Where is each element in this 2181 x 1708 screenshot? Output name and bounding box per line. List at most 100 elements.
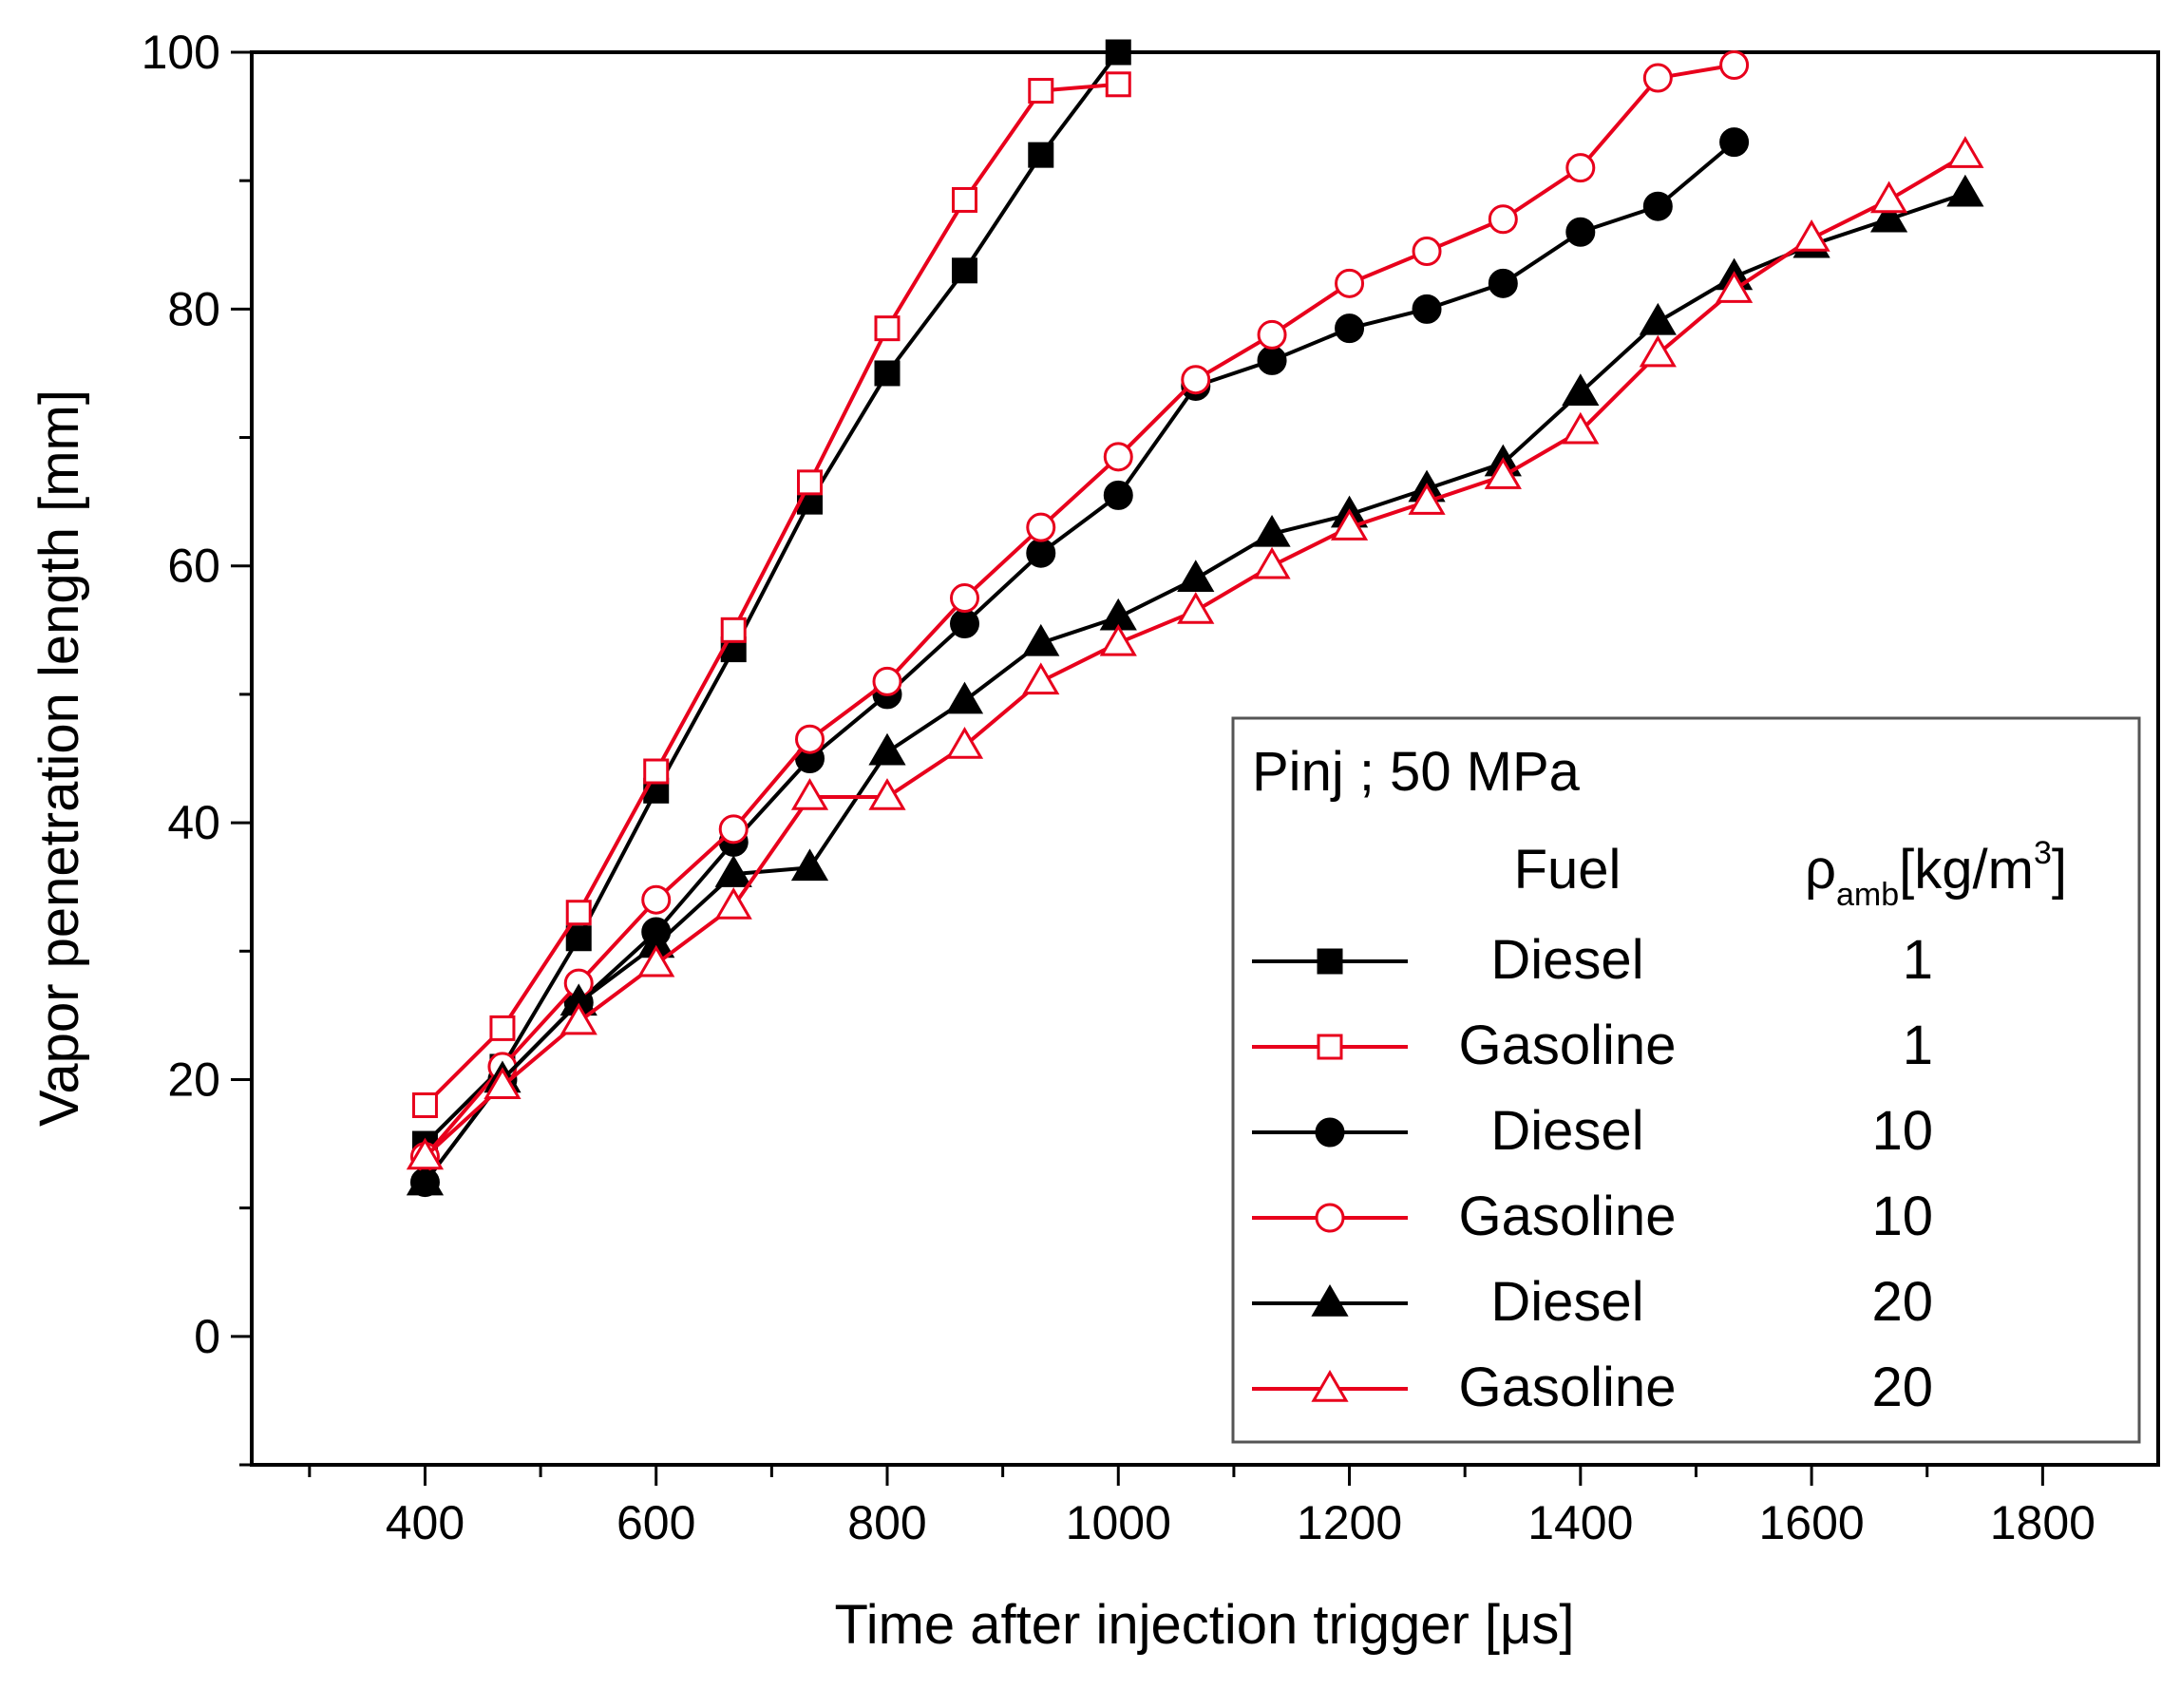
data-point	[1715, 271, 1754, 303]
data-point	[641, 884, 672, 915]
x-tick-label: 1800	[1990, 1496, 2096, 1549]
data-point	[1026, 538, 1056, 568]
data-point	[790, 848, 829, 882]
legend-rho-label: 10	[1871, 1186, 1933, 1247]
legend-header-unit-close: ]	[2052, 839, 2067, 901]
data-point	[1103, 442, 1133, 472]
x-tick-label: 1000	[1066, 1496, 1171, 1549]
data-point	[1412, 294, 1442, 324]
x-tick-label: 800	[847, 1496, 926, 1549]
data-point	[1257, 345, 1287, 375]
legend-rho-label: 20	[1871, 1357, 1933, 1418]
y-axis-title: Vapor penetration length [mm]	[28, 389, 90, 1127]
legend-marker	[1317, 948, 1343, 975]
series-line	[424, 50, 1120, 1146]
data-point	[489, 1015, 516, 1041]
y-tick-label: 40	[167, 796, 220, 849]
data-point	[1946, 174, 1984, 207]
data-point	[637, 944, 675, 977]
legend-rho-label: 20	[1871, 1271, 1933, 1333]
data-point	[1565, 153, 1596, 183]
legend-fuel-label: Diesel	[1490, 1271, 1643, 1333]
legend-title: Pinj ; 50 MPa	[1252, 741, 1581, 803]
legend-rho-label: 10	[1871, 1100, 1933, 1162]
y-tick-label: 80	[167, 282, 220, 335]
legend-header-unit: [kg/m	[1899, 839, 2034, 901]
data-point	[945, 681, 984, 714]
data-point	[1022, 662, 1060, 695]
legend-row: Gasoline 10	[1252, 1186, 1933, 1247]
data-point	[1253, 546, 1291, 579]
data-point	[720, 617, 747, 643]
data-point	[1028, 142, 1054, 168]
data-point	[1639, 302, 1677, 335]
x-tick-label: 1600	[1758, 1496, 1864, 1549]
data-point	[1103, 480, 1133, 510]
data-point	[411, 1091, 438, 1118]
data-point	[945, 726, 984, 759]
data-point	[406, 1137, 445, 1170]
data-point	[1022, 623, 1060, 656]
data-point	[1488, 204, 1518, 235]
data-point	[1719, 127, 1750, 158]
data-point	[1099, 623, 1137, 656]
legend-header-rho-sub: amb	[1836, 877, 1899, 913]
legend-row: Diesel 10	[1252, 1100, 1933, 1162]
legend-fuel-label: Gasoline	[1459, 1015, 1677, 1076]
data-point	[797, 469, 824, 496]
data-point	[1408, 483, 1446, 515]
data-point	[1488, 268, 1518, 298]
data-point	[949, 609, 979, 639]
data-point	[1869, 180, 1908, 214]
legend-row: Gasoline 20	[1252, 1357, 1933, 1418]
series-line	[423, 141, 1735, 1184]
data-point	[1565, 217, 1596, 247]
legend-row: Gasoline 1	[1252, 1015, 1933, 1076]
y-axis-ticks: 100 80 60 40 20 0	[142, 26, 252, 1467]
data-point	[1412, 237, 1442, 267]
data-point	[868, 778, 906, 810]
data-point	[1639, 334, 1677, 368]
x-axis-ticks: 400 600 800 1000 1200 1400 1600 1800	[308, 1465, 2096, 1549]
y-tick-label: 100	[142, 26, 220, 79]
data-point	[1642, 191, 1673, 221]
data-point	[718, 814, 749, 845]
data-point	[1642, 63, 1673, 93]
data-point	[874, 315, 901, 342]
data-point	[484, 1067, 522, 1099]
legend-header-unit-sup: 3	[2034, 835, 2052, 871]
legend-box	[1231, 716, 2141, 1444]
legend-rho-label: 1	[1903, 1015, 1933, 1076]
legend-row: Diesel 1	[1252, 929, 1933, 991]
data-point	[1177, 592, 1215, 624]
data-point	[643, 758, 670, 785]
data-point	[1869, 199, 1908, 233]
data-point	[795, 724, 825, 754]
data-point	[406, 1163, 445, 1196]
legend-header-fuel: Fuel	[1514, 839, 1622, 901]
legend-row: Diesel 20	[1252, 1271, 1933, 1333]
series-5	[406, 136, 1984, 1170]
data-point	[1105, 39, 1131, 66]
legend-fuel-label: Diesel	[1490, 1100, 1643, 1162]
data-point	[951, 186, 977, 213]
legend-marker	[1317, 1034, 1343, 1060]
legend-fuel-label: Diesel	[1490, 929, 1643, 991]
data-point	[1719, 50, 1750, 81]
data-point	[1028, 78, 1054, 104]
data-point	[559, 1002, 597, 1035]
data-point	[1181, 365, 1211, 395]
data-point	[565, 900, 592, 926]
series-0	[411, 39, 1131, 1157]
data-point	[1330, 508, 1369, 541]
legend: Pinj ; 50 MPa Fuel ρamb[kg/m3] Diesel 1Ga…	[1231, 716, 2141, 1444]
data-point	[1792, 219, 1830, 252]
data-point	[714, 886, 752, 920]
y-tick-label: 20	[167, 1053, 220, 1106]
data-point	[1484, 457, 1522, 489]
x-tick-label: 1400	[1527, 1496, 1633, 1549]
legend-marker	[1315, 1117, 1345, 1148]
data-point	[1335, 268, 1365, 298]
